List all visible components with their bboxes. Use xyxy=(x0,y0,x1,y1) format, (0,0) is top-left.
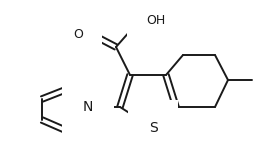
Text: OH: OH xyxy=(146,14,165,26)
Text: S: S xyxy=(149,121,157,135)
Text: N: N xyxy=(83,100,93,114)
Text: O: O xyxy=(73,28,83,40)
